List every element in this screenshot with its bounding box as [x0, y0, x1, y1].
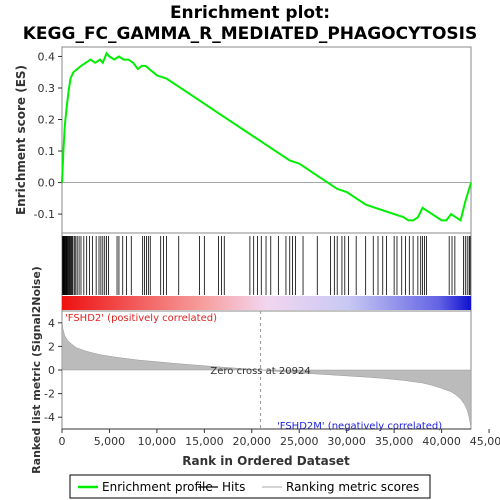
negative-correlation-label: 'FSHD2M' (negatively correlated) [277, 421, 442, 432]
es-y-tick-label: 0.4 [38, 50, 56, 63]
rank-color-bar [62, 296, 471, 310]
es-y-axis-label: Enrichment score (ES) [14, 65, 28, 215]
rank-y-tick-label: 4 [48, 317, 55, 330]
legend-label: Hits [222, 480, 245, 494]
rank-y-tick-label: -2 [44, 388, 55, 401]
rank-y-axis-label: Ranked list metric (Signal2Noise) [30, 266, 43, 474]
chart-title-line2: KEGG_FC_GAMMA_R_MEDIATED_PHAGOCYTOSIS [23, 24, 478, 44]
zero-cross-label: Zero cross at 20924 [210, 366, 310, 377]
legend-box [69, 474, 431, 499]
positive-correlation-label: 'FSHD2' (positively correlated) [65, 313, 217, 324]
x-axis: 0 5,000 10,000 15,000 20,000 25,000 30,000 35,0… [59, 428, 500, 448]
enrichment-profile-line [61, 51, 472, 223]
ranking-metric-area [61, 319, 472, 428]
x-axis-label: Rank in Ordered Dataset [182, 454, 350, 468]
legend-items: Enrichment profile Hits Ranking metric sco… [78, 480, 419, 494]
x-tick-label: 25,000 [280, 435, 319, 448]
es-panel-frame [61, 46, 472, 234]
x-tick-label: 20,000 [233, 435, 272, 448]
x-tick-label: 10,000 [138, 435, 177, 448]
rank-y-tick-label: -4 [44, 411, 55, 424]
es-y-tick-label: -0.1 [34, 208, 55, 221]
legend-label: Enrichment profile [102, 480, 213, 494]
x-tick-label: 45,000 [470, 435, 500, 448]
rank-y-tick-label: 2 [48, 340, 55, 353]
x-tick-label: 35,000 [375, 435, 414, 448]
x-tick-label: 40,000 [422, 435, 461, 448]
es-y-tick-label: 0.2 [38, 114, 56, 127]
x-tick-label: 30,000 [327, 435, 366, 448]
es-y-tick-label: 0.0 [38, 177, 56, 190]
x-tick-label: 5,000 [94, 435, 126, 448]
es-y-tick-label: 0.3 [38, 82, 56, 95]
legend-label: Ranking metric scores [286, 480, 419, 494]
hit-markers [62, 236, 471, 295]
es-y-axis: -0.1 0.0 0.1 0.2 0.3 0.4 [34, 50, 62, 221]
rank-y-axis: -4 -2 0 2 4 [44, 317, 62, 424]
x-tick-label: 15,000 [185, 435, 224, 448]
es-y-tick-label: 0.1 [38, 145, 56, 158]
rank-y-tick-label: 0 [48, 364, 55, 377]
x-tick-label: 0 [59, 435, 66, 448]
chart-title-line1: Enrichment plot: [170, 3, 330, 23]
